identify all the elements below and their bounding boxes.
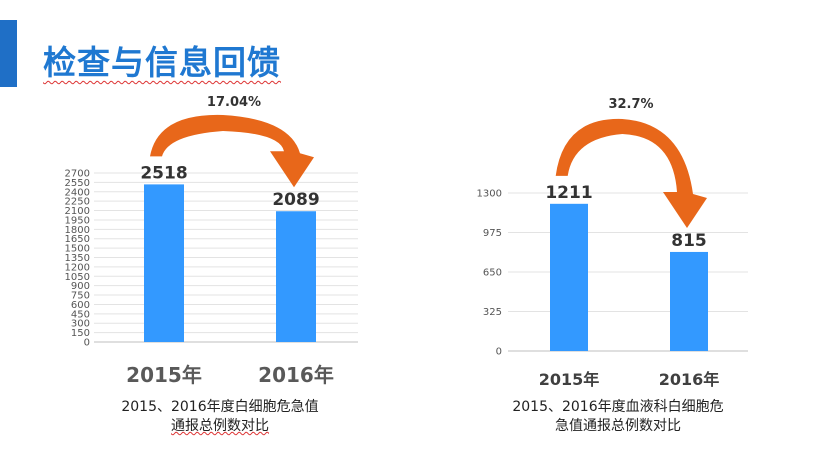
left-y-tick-label: 600: [71, 300, 90, 311]
left-change-arrow: [150, 114, 314, 188]
left-y-tick-label: 300: [71, 319, 90, 330]
left-y-tick-label: 1200: [65, 262, 90, 273]
left-y-tick-label: 1650: [65, 234, 90, 245]
left-category-label-1: 2015年: [126, 363, 202, 387]
left-category-label-2: 2016年: [258, 363, 334, 387]
right-caption-line1: 2015、2016年度血液科白细胞危: [512, 399, 724, 415]
left-y-tick-label: 1050: [65, 272, 90, 283]
left-y-tick-label: 1500: [65, 244, 90, 255]
right-bar-1: [550, 203, 588, 351]
right-change-label: 32.7%: [608, 97, 653, 112]
left-y-tick-label: 150: [71, 328, 90, 339]
slide-title: 检查与信息回馈: [43, 43, 281, 82]
left-value-label-2: 2089: [272, 190, 319, 210]
left-bar-2: [276, 211, 316, 342]
left-y-tick-label: 2550: [65, 178, 90, 189]
left-y-tick-label: 900: [71, 281, 90, 292]
left-y-tick-label: 2700: [65, 169, 90, 180]
left-value-label-1: 2518: [140, 163, 187, 183]
right-y-tick-label: 1300: [477, 189, 502, 200]
right-y-tick-label: 325: [483, 307, 502, 318]
right-y-tick-label: 975: [483, 228, 502, 239]
left-chart-caption: 2015、2016年度白细胞危急值 通报总例数对比: [95, 398, 345, 436]
right-category-label-1: 2015年: [539, 370, 600, 389]
right-bar-2: [670, 251, 708, 351]
right-change-arrow: [555, 118, 707, 228]
left-y-tick-label: 1950: [65, 215, 90, 226]
left-y-tick-label: 1350: [65, 253, 90, 264]
right-caption-line2: 急值通报总例数对比: [555, 418, 681, 434]
left-y-tick-label: 0: [84, 338, 90, 349]
left-caption-line1: 2015、2016年度白细胞危急值: [121, 399, 319, 415]
left-y-tick-label: 450: [71, 309, 90, 320]
right-chart-caption: 2015、2016年度血液科白细胞危 急值通报总例数对比: [478, 398, 758, 436]
title-accent-bar: [0, 20, 17, 87]
left-y-tick-label: 2250: [65, 197, 90, 208]
left-bar-1: [144, 184, 184, 342]
left-y-tick-label: 1800: [65, 225, 90, 236]
right-category-label-2: 2016年: [659, 370, 720, 389]
left-caption-line2: 通报总例数对比: [171, 418, 269, 434]
right-value-label-2: 815: [671, 231, 707, 251]
right-y-tick-label: 650: [483, 268, 502, 279]
left-y-tick-label: 2100: [65, 206, 90, 217]
left-y-tick-label: 750: [71, 291, 90, 302]
left-y-tick-label: 2400: [65, 187, 90, 198]
left-change-label: 17.04%: [207, 95, 261, 110]
right-y-tick-label: 0: [496, 347, 502, 358]
right-value-label-1: 1211: [545, 183, 592, 203]
